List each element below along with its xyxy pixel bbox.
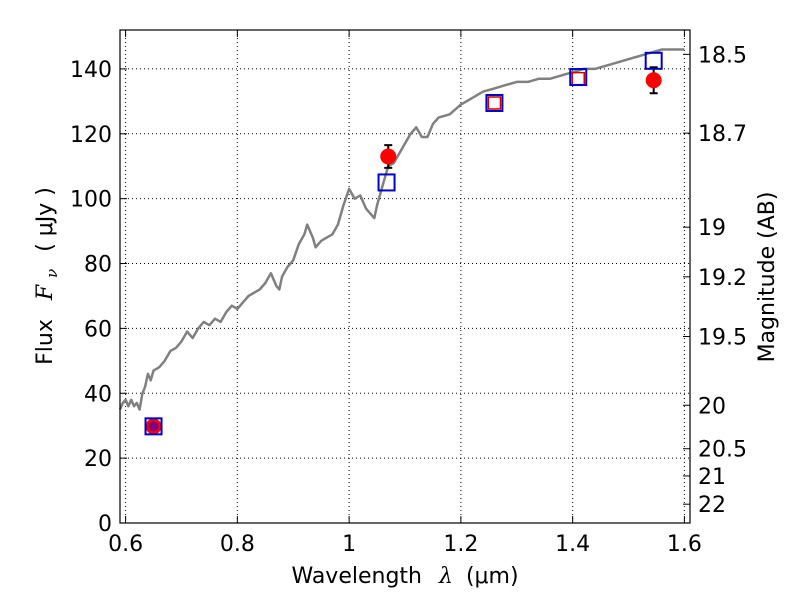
synthetic-flux-square-small xyxy=(487,96,502,110)
y-tick-label: 20 xyxy=(84,447,112,472)
x-tick-label: 0.6 xyxy=(108,532,143,557)
synthetic-flux-square-small xyxy=(571,71,585,86)
y-tick-labels: 0 20 40 60 80 100 120 140 xyxy=(70,58,112,537)
y2-tick-label: 19 xyxy=(698,216,726,241)
y-tick-label: 120 xyxy=(70,123,112,148)
observed-flux-point xyxy=(645,72,662,89)
observed-flux-point-small xyxy=(148,421,159,432)
y2-tick-label: 19.2 xyxy=(698,266,747,291)
x-tick-label: 0.8 xyxy=(220,532,255,557)
x-tick-label: 1.4 xyxy=(555,532,590,557)
synthetic-flux-square xyxy=(644,51,663,70)
x-axis-title: Wavelength λ (μm) xyxy=(291,564,518,589)
y2-tick-label: 19.5 xyxy=(698,326,747,351)
y2-tick-label: 22 xyxy=(698,493,726,518)
y-tick-label: 80 xyxy=(84,253,112,278)
plot-frame xyxy=(119,29,691,524)
y2-tick-label: 18.5 xyxy=(698,43,747,68)
synthetic-flux-square xyxy=(485,93,504,112)
synthetic-flux-square xyxy=(144,417,163,436)
photometry-markers-layer xyxy=(144,51,663,436)
y-tick-label: 100 xyxy=(70,188,112,213)
y-tick-label: 0 xyxy=(98,512,112,537)
model-spectrum-line xyxy=(118,48,685,411)
x-tick-label: 1.6 xyxy=(667,532,702,557)
y2-axis-title: Magnitude (AB) xyxy=(755,192,780,363)
y-tick-label: 140 xyxy=(70,58,112,83)
grid-lines xyxy=(120,30,690,524)
x-tick-labels: 0.6 0.8 1 1.2 1.4 1.6 xyxy=(108,532,702,557)
axis-ticks xyxy=(120,30,690,524)
y-tick-label: 60 xyxy=(84,317,112,342)
synthetic-flux-square xyxy=(377,173,396,192)
synthetic-flux-square xyxy=(569,68,588,87)
y-tick-label: 40 xyxy=(84,382,112,407)
y2-tick-label: 20 xyxy=(698,394,726,419)
y-axis-title: Flux F ν ( μJy ) xyxy=(33,187,63,365)
y2-tick-label: 20.5 xyxy=(698,438,747,463)
model-spectrum-layer xyxy=(118,48,685,411)
right-tick-labels: 18.5 18.7 19 19.2 19.5 20 20.521 22 xyxy=(698,43,747,518)
x-tick-label: 1.2 xyxy=(443,532,478,557)
y2-tick-label: 21 xyxy=(698,465,726,490)
observed-flux-point xyxy=(380,148,397,165)
x-tick-label: 1 xyxy=(342,532,356,557)
y2-tick-label: 18.7 xyxy=(698,122,747,147)
plot-border xyxy=(119,29,691,524)
